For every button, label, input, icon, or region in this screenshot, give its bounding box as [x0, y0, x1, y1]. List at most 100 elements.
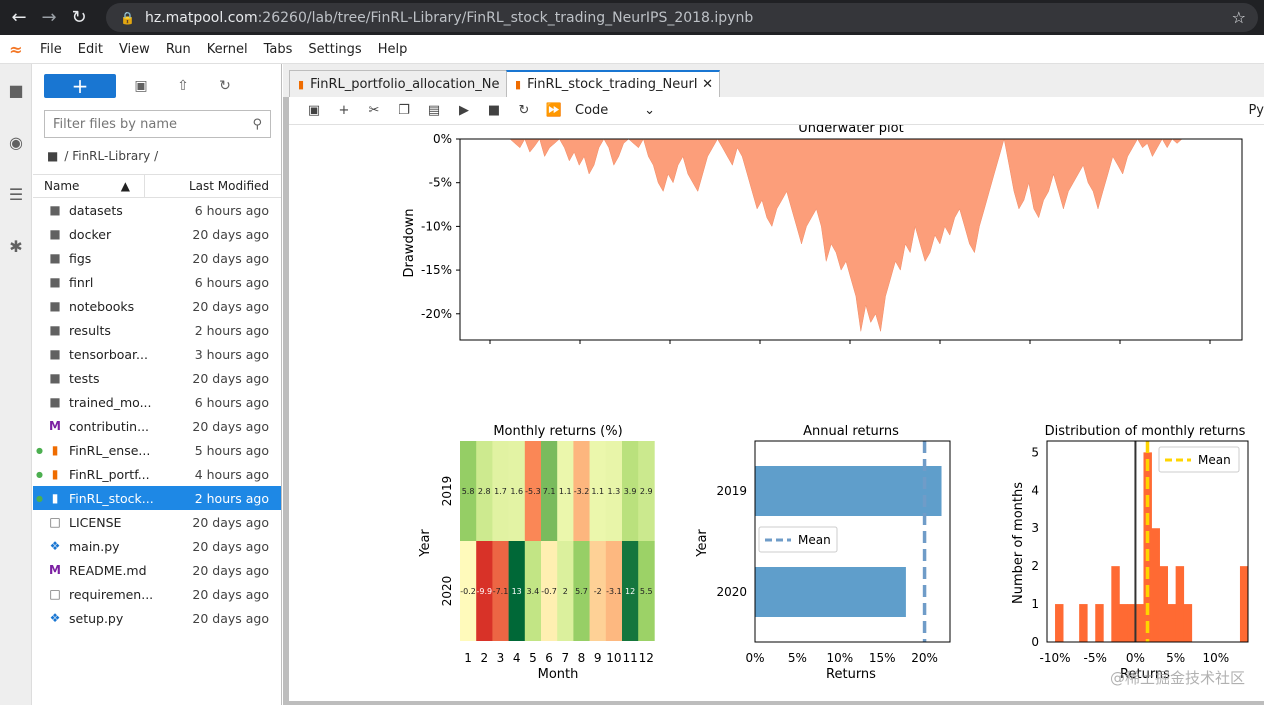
notebook-output: Underwater plot Drawdown 0% -5% -10% -15% -2… — [289, 125, 1264, 701]
insert-cell-icon[interactable]: + — [338, 103, 350, 118]
legend-label: Mean — [1198, 453, 1231, 467]
histogram-bar — [1143, 452, 1152, 642]
menu-run[interactable]: Run — [165, 41, 191, 57]
y-tick-label: -10% — [421, 219, 452, 233]
folder-icon[interactable]: ■ — [8, 80, 24, 100]
bookmark-star-icon[interactable]: ☆ — [1231, 8, 1246, 27]
heatmap-cell — [460, 441, 477, 541]
x-tick-label: 10% — [1203, 651, 1230, 665]
file-row[interactable]: M README.md 20 days ago — [33, 558, 281, 582]
notebook-icon: ▮ — [515, 78, 522, 91]
file-modified: 4 hours ago — [194, 466, 269, 482]
folder-icon: ■ — [49, 251, 61, 265]
menubar: ≈ File Edit View Run Kernel Tabs Setting… — [0, 35, 1264, 64]
file-name: FinRL_stock... — [69, 490, 154, 506]
y-axis-label: Year — [418, 529, 433, 558]
new-launcher-button[interactable]: + — [44, 74, 116, 98]
month-tick-label: 10 — [606, 651, 621, 665]
y-tick-label: -5% — [429, 176, 452, 190]
file-name: FinRL_ense... — [69, 442, 151, 458]
cell-label: -0.7 — [541, 587, 557, 596]
y-axis-label: Number of months — [1011, 482, 1026, 604]
menu-tabs[interactable]: Tabs — [263, 41, 293, 57]
cell-label: 5.5 — [640, 587, 653, 596]
file-modified: 2 hours ago — [194, 322, 269, 338]
new-folder-icon[interactable]: ▣ — [134, 78, 148, 94]
legend: Mean — [1158, 446, 1240, 473]
heatmap-cell — [557, 541, 574, 641]
cell-label: 2.9 — [640, 487, 653, 496]
refresh-icon[interactable]: ↻ — [219, 78, 231, 94]
column-header-modified[interactable]: Last Modified — [188, 179, 269, 193]
file-row[interactable]: ■ trained_mo... 6 hours ago — [33, 390, 281, 414]
tab-stock-trading[interactable]: ▮ FinRL_stock_trading_NeurIPS ✕ — [506, 70, 720, 97]
folder-icon: ■ — [49, 371, 61, 385]
file-row[interactable]: ● ▮ FinRL_ense... 5 hours ago — [33, 438, 281, 462]
file-row[interactable]: □ LICENSE 20 days ago — [33, 510, 281, 534]
markdown-icon: M — [49, 563, 61, 577]
menu-view[interactable]: View — [118, 41, 150, 57]
file-list: ■ datasets 6 hours ago ■ docker 20 days ago ■ f… — [33, 198, 281, 630]
file-row[interactable]: ❖ setup.py 20 days ago — [33, 606, 281, 630]
home-folder-icon[interactable]: ■ — [47, 149, 59, 163]
file-row[interactable]: ■ notebooks 20 days ago — [33, 294, 281, 318]
file-row[interactable]: ■ results 2 hours ago — [33, 318, 281, 342]
month-tick-label: 3 — [497, 651, 505, 665]
menu-settings[interactable]: Settings — [308, 41, 362, 57]
column-header-name[interactable]: Name ▲ — [33, 175, 145, 197]
running-indicator-icon: ● — [36, 469, 43, 479]
address-bar[interactable]: 🔒 hz.matpool.com:26260/lab/tree/FinRL-Li… — [106, 3, 1258, 32]
back-icon[interactable]: ← — [11, 7, 27, 28]
save-icon[interactable]: ▣ — [307, 103, 321, 118]
cut-icon[interactable]: ✂ — [368, 103, 380, 118]
cell-label: 13 — [512, 587, 522, 596]
file-row[interactable]: ❖ main.py 20 days ago — [33, 534, 281, 558]
file-row[interactable]: ● ▮ FinRL_stock... 2 hours ago — [33, 486, 281, 510]
kernel-name[interactable]: Py — [1248, 103, 1264, 118]
upload-icon[interactable]: ⇧ — [177, 78, 189, 94]
histogram-bar — [1111, 566, 1120, 642]
y-tick-label: 4 — [1031, 483, 1039, 497]
menu-kernel[interactable]: Kernel — [206, 41, 248, 57]
lock-icon: 🔒 — [120, 10, 135, 25]
heatmap-cell — [605, 441, 623, 541]
cell-label: -0.2 — [460, 587, 476, 596]
run-icon[interactable]: ▶ — [459, 103, 469, 118]
forward-icon[interactable]: → — [41, 7, 57, 28]
file-row[interactable]: ■ tensorboar... 3 hours ago — [33, 342, 281, 366]
menu-file[interactable]: File — [40, 41, 62, 57]
file-row[interactable]: ■ finrl 6 hours ago — [33, 270, 281, 294]
extension-icon[interactable]: ✱ — [9, 236, 23, 256]
url-path: :26260/lab/tree/FinRL-Library/FinRL_stoc… — [257, 9, 754, 26]
file-row[interactable]: ■ datasets 6 hours ago — [33, 198, 281, 222]
filter-input[interactable] — [53, 116, 233, 132]
file-row[interactable]: ■ docker 20 days ago — [33, 222, 281, 246]
menu-help[interactable]: Help — [377, 41, 408, 57]
menu-edit[interactable]: Edit — [77, 41, 103, 57]
cell-type-select[interactable]: Code ⌄ — [575, 103, 655, 118]
cell-label: -2 — [594, 587, 602, 596]
close-icon[interactable]: ✕ — [702, 77, 713, 92]
stop-icon[interactable]: ■ — [487, 103, 501, 118]
file-name: results — [69, 322, 111, 338]
commands-icon[interactable]: ☰ — [8, 184, 24, 204]
file-row[interactable]: ● ▮ FinRL_portf... 4 hours ago — [33, 462, 281, 486]
row-label: 2020 — [440, 576, 454, 607]
file-row[interactable]: ■ tests 20 days ago — [33, 366, 281, 390]
tab-portfolio-allocation[interactable]: ▮ FinRL_portfolio_allocation_Ne — [289, 70, 507, 97]
run-all-icon[interactable]: ⏩ — [545, 103, 563, 118]
copy-icon[interactable]: ❐ — [398, 103, 410, 118]
paste-icon[interactable]: ▤ — [427, 103, 441, 118]
cell-label: -3.2 — [574, 487, 590, 496]
running-kernels-icon[interactable]: ◉ — [9, 132, 23, 152]
annual-bar — [755, 567, 906, 617]
annual-returns-chart: Annual returns 2019 2020 0% 5% 10% 15% 20% Mea… — [695, 424, 951, 682]
breadcrumb-path[interactable]: / FinRL-Library / — [64, 149, 159, 163]
y-axis-label: Drawdown — [402, 208, 417, 277]
file-row[interactable]: □ requiremen... 20 days ago — [33, 582, 281, 606]
heatmap-cell — [492, 441, 509, 541]
file-row[interactable]: ■ figs 20 days ago — [33, 246, 281, 270]
reload-icon[interactable]: ↻ — [71, 7, 87, 28]
restart-icon[interactable]: ↻ — [518, 103, 530, 118]
